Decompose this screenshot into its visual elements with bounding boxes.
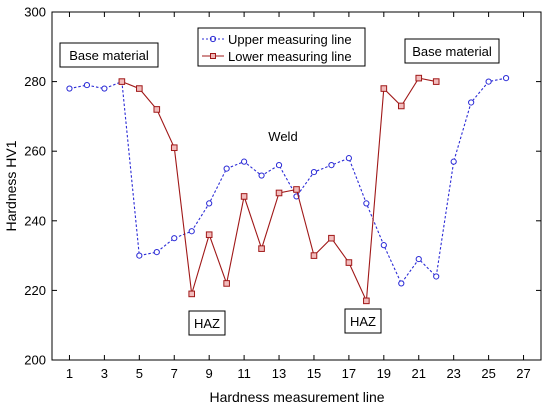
data-point <box>101 85 108 92</box>
data-point <box>328 234 335 242</box>
x-tick-label: 1 <box>66 366 73 381</box>
annotation-weld: Weld <box>268 129 297 144</box>
y-tick-label: 280 <box>24 74 46 89</box>
plot-frame <box>51 11 542 361</box>
data-point <box>153 249 160 256</box>
y-tick-label: 300 <box>24 5 46 20</box>
x-tick-label: 19 <box>377 366 391 381</box>
legend-box <box>197 27 366 67</box>
data-point <box>118 78 126 85</box>
series-1 <box>118 74 440 305</box>
legend-lower-marker <box>210 53 216 59</box>
data-point <box>171 235 178 242</box>
data-point <box>415 74 423 82</box>
data-point <box>153 106 161 113</box>
series-0 <box>66 75 510 287</box>
x-tick-label: 15 <box>307 366 321 381</box>
y-tick-label: 200 <box>24 353 46 368</box>
data-point <box>275 162 283 169</box>
data-point <box>345 259 353 266</box>
x-axis-ticks: 1 3 5 7 9 11 13 15 17 19 21 23 25 27 <box>66 12 531 381</box>
annotation-base-material-left-text: Base material <box>69 48 149 63</box>
data-point <box>188 228 195 235</box>
data-point <box>485 78 492 85</box>
data-point <box>345 155 352 162</box>
y-tick-label: 260 <box>24 144 46 159</box>
data-point <box>83 81 91 89</box>
data-point <box>328 162 335 169</box>
data-point <box>363 297 370 305</box>
data-point <box>310 168 318 176</box>
data-point <box>223 280 230 287</box>
x-tick-label: 23 <box>446 366 460 381</box>
annotation-base-material-right: Base material <box>404 38 500 64</box>
x-tick-label: 11 <box>237 366 251 381</box>
data-point <box>258 245 265 252</box>
data-point <box>206 200 213 207</box>
data-point <box>468 99 475 106</box>
data-point <box>240 193 248 200</box>
x-tick-label: 27 <box>516 366 530 381</box>
annotation-base-material-left: Base material <box>59 42 159 68</box>
series-line <box>69 77 507 285</box>
annotation-haz-left-text: HAZ <box>194 316 220 331</box>
x-tick-label: 21 <box>412 366 426 381</box>
x-tick-label: 13 <box>272 366 286 381</box>
annotation-haz-right-text: HAZ <box>350 314 376 329</box>
data-point <box>205 231 213 239</box>
x-tick-label: 25 <box>481 366 495 381</box>
legend-upper-marker <box>209 35 217 43</box>
x-tick-label: 17 <box>342 366 356 381</box>
data-point <box>415 255 422 263</box>
y-axis-label: Hardness HV1 <box>3 140 19 231</box>
data-point <box>223 165 230 172</box>
data-point <box>170 144 178 152</box>
x-axis-label: Hardness measurement line <box>209 389 384 405</box>
data-point <box>363 200 370 207</box>
data-point <box>310 252 318 259</box>
annotation-haz-right: HAZ <box>344 308 382 334</box>
data-point <box>293 186 300 193</box>
data-point <box>66 85 73 92</box>
y-tick-label: 240 <box>24 213 46 228</box>
legend-upper-label: Upper measuring line <box>228 32 352 47</box>
y-tick-label: 220 <box>24 283 46 298</box>
data-point <box>502 75 510 82</box>
data-point <box>380 242 387 249</box>
data-point <box>241 158 248 165</box>
data-point <box>398 280 405 287</box>
data-point <box>136 252 143 259</box>
data-point <box>397 102 405 110</box>
data-point <box>450 158 457 165</box>
legend: Upper measuring line Lower measuring lin… <box>197 27 366 67</box>
annotation-base-material-right-text: Base material <box>412 44 492 59</box>
data-point <box>188 290 196 298</box>
legend-lower-label: Lower measuring line <box>228 49 352 64</box>
annotation-haz-left: HAZ <box>188 310 226 336</box>
x-tick-label: 7 <box>171 366 178 381</box>
x-tick-label: 5 <box>136 366 143 381</box>
data-point <box>432 78 440 85</box>
x-tick-label: 9 <box>206 366 213 381</box>
data-point <box>136 85 143 92</box>
series-layer <box>66 74 510 305</box>
y-axis-ticks: 200 220 240 260 280 300 <box>24 5 541 368</box>
data-point <box>380 85 388 92</box>
x-tick-label: 3 <box>101 366 108 381</box>
data-point <box>275 189 283 197</box>
data-point <box>258 172 265 179</box>
data-point <box>433 273 440 280</box>
